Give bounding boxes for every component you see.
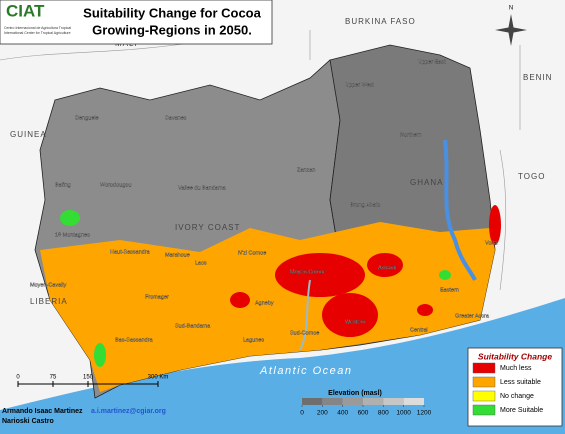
elevation-box — [383, 398, 404, 405]
legend-swatch — [472, 376, 496, 388]
title: Suitability Change for Cocoa — [83, 5, 261, 20]
region-label: Greater Accra — [455, 313, 490, 319]
email: a.i.martinez@cgiar.org — [91, 408, 166, 415]
region-label: Volta — [485, 240, 498, 246]
legend-label: No change — [500, 393, 534, 400]
elevation-box — [302, 398, 323, 405]
region-label: Eastern — [440, 287, 459, 293]
region-label: Moyen-Comoe — [290, 269, 326, 275]
legend-title: Suitability Change — [478, 351, 552, 361]
compass-label: N — [509, 6, 513, 12]
much-less-zone — [230, 205, 501, 337]
region-label: N'zi Comoe — [238, 250, 266, 256]
region-label: Bafing — [55, 182, 71, 188]
legend-label: Much less — [500, 365, 532, 372]
logo-subtitle: Centro Internacional de Agricultura Trop… — [4, 26, 71, 30]
region-label: Zanzan — [297, 167, 315, 173]
title-box: CIAT Centro Internacional de Agricultura… — [0, 0, 273, 45]
country-label: GHANA — [410, 178, 443, 187]
region-label: Western — [345, 319, 365, 325]
elevation-box — [403, 398, 424, 405]
region-label: Agneby — [255, 300, 274, 306]
legend-swatch — [472, 362, 496, 374]
more-suitable-zone — [60, 210, 451, 367]
region-label: Brong Ahafo — [350, 202, 380, 208]
region-label: Upper West — [345, 82, 374, 88]
country-label: BENIN — [523, 73, 552, 82]
elevation-tick-label: 400 — [337, 410, 348, 417]
author: Armando Isaac Martinez — [2, 408, 83, 415]
elevation-box — [342, 398, 363, 405]
region-label: Ashanti — [378, 265, 396, 271]
compass-rose — [495, 14, 527, 46]
country-label: GUINEA — [10, 130, 47, 139]
region-label: 18 Montagnes — [55, 232, 90, 238]
legend-label: More Suitable — [500, 407, 543, 414]
legend-swatch — [472, 390, 496, 402]
scale-label: 150 — [83, 375, 94, 381]
scale-label: 75 — [50, 375, 57, 381]
region-label: Fromager — [145, 294, 169, 300]
elevation-tick-label: 1000 — [396, 410, 411, 417]
region-label: Sud-Comoe — [290, 330, 319, 336]
elevation-bar: 0 200 400 600 800 1000 1200 — [300, 398, 432, 417]
region-label: Lacs — [195, 260, 207, 266]
region-label: Savanes — [165, 115, 187, 121]
country-borders — [0, 30, 521, 291]
elevation-box — [322, 398, 343, 405]
elevation-tick-label: 0 — [300, 410, 304, 417]
country-label: TOGO — [518, 172, 545, 181]
compass: N — [495, 6, 527, 46]
credits: Armando Isaac Martinez a.i.martinez@cgia… — [2, 408, 166, 425]
scale-bar: 0 75 150 300 Km — [16, 375, 168, 387]
elevation-tick-label: 200 — [317, 410, 328, 417]
region-label: Marahoue — [165, 252, 190, 258]
region-label: Central — [410, 327, 428, 333]
elevation-tick-label: 800 — [378, 410, 389, 417]
river — [299, 279, 311, 351]
elevation-box — [363, 398, 384, 405]
coauthor: Narioski Castro — [2, 418, 54, 425]
elevation-tick-label: 1200 — [417, 410, 432, 417]
region-label: Moyen-Cavally — [30, 282, 67, 288]
region-label: Northern — [400, 132, 421, 138]
region-label: Sud-Bandama — [175, 323, 211, 329]
region-label: Upper East — [418, 59, 446, 65]
title-frame — [0, 0, 273, 45]
title: Growing-Regions in 2050. — [92, 22, 252, 37]
country-label: IVORY COAST — [175, 223, 240, 232]
scale-label: 300 Km — [148, 375, 169, 381]
lake-volta — [443, 139, 477, 281]
elevation-tick-label: 600 — [358, 410, 369, 417]
country-label: BURKINA FASO — [345, 17, 416, 26]
legend-label: Less suitable — [500, 379, 541, 386]
scale-label: 0 — [16, 375, 20, 381]
elevation-title: Elevation (masl) — [328, 390, 382, 397]
ocean-label: Atlantic Ocean — [259, 365, 353, 377]
region-label: Lagunes — [243, 337, 264, 343]
region-label: Denguele — [75, 115, 99, 121]
logo: CIAT — [6, 1, 45, 20]
region-label: Vallee du Bandama — [178, 185, 227, 191]
regions: Upper West Upper East Northern Brong Aha… — [30, 59, 498, 343]
region-label: Bas-Sassandra — [115, 337, 154, 343]
legend-swatch — [472, 404, 496, 416]
region-label: Worodougou — [100, 182, 131, 188]
country-label: LIBERIA — [30, 297, 68, 306]
region-label: Haut-Sassandra — [110, 249, 151, 255]
logo-subtitle: International Center for Tropical Agricu… — [4, 31, 71, 35]
